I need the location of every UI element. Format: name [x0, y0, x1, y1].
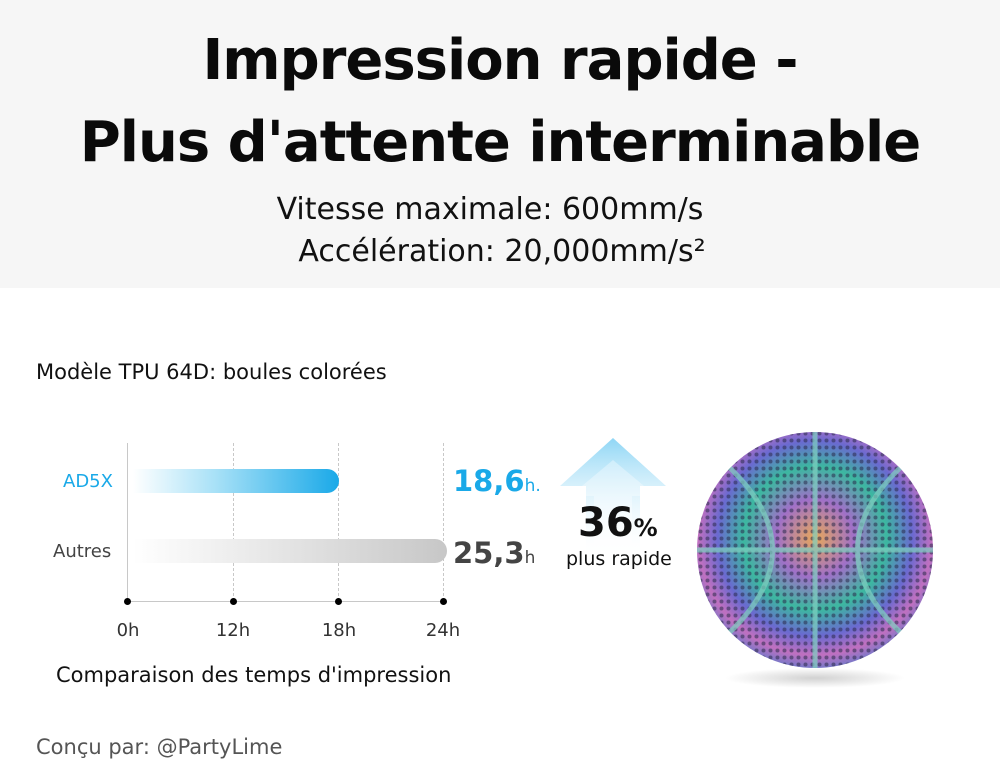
x-axis [127, 601, 444, 602]
tick-dot [124, 598, 131, 605]
gridline-18h [338, 443, 339, 601]
page-title-line2: Plus d'attente interminable [79, 110, 921, 175]
speed-spec: Vitesse maximale: 600mm/s [276, 192, 704, 227]
chart-title: Modèle TPU 64D: boules colorées [36, 360, 387, 384]
up-arrow-icon [560, 438, 666, 558]
x-tick-label: 18h [321, 620, 357, 641]
page-title-line1: Impression rapide - [202, 28, 798, 93]
percent-faster: 36% [578, 500, 658, 546]
x-tick-label: 0h [116, 620, 140, 641]
designer-credit: Conçu par: @PartyLime [36, 735, 283, 759]
category-label-ad5x: AD5X [63, 471, 113, 492]
gridline-24h [443, 443, 444, 601]
acceleration-spec: Accélération: 20,000mm/s² [298, 234, 706, 269]
category-label-autres: Autres [53, 541, 112, 562]
faster-label: plus rapide [566, 548, 672, 570]
tick-dot [335, 598, 342, 605]
bar-autres [133, 539, 447, 563]
x-tick-label: 12h [215, 620, 251, 641]
bar-ad5x [133, 469, 339, 493]
rainbow-lattice-ball-image [697, 432, 933, 688]
value-label-autres: 25,3h [453, 536, 536, 570]
tick-dot [230, 598, 237, 605]
y-axis [127, 443, 128, 601]
tick-dot [440, 598, 447, 605]
header-banner: Impression rapide - Plus d'attente inter… [0, 0, 1000, 288]
value-label-ad5x: 18,6h. [453, 464, 541, 498]
x-tick-label: 24h [425, 620, 461, 641]
gridline-12h [233, 443, 234, 601]
chart-caption: Comparaison des temps d'impression [56, 663, 452, 687]
